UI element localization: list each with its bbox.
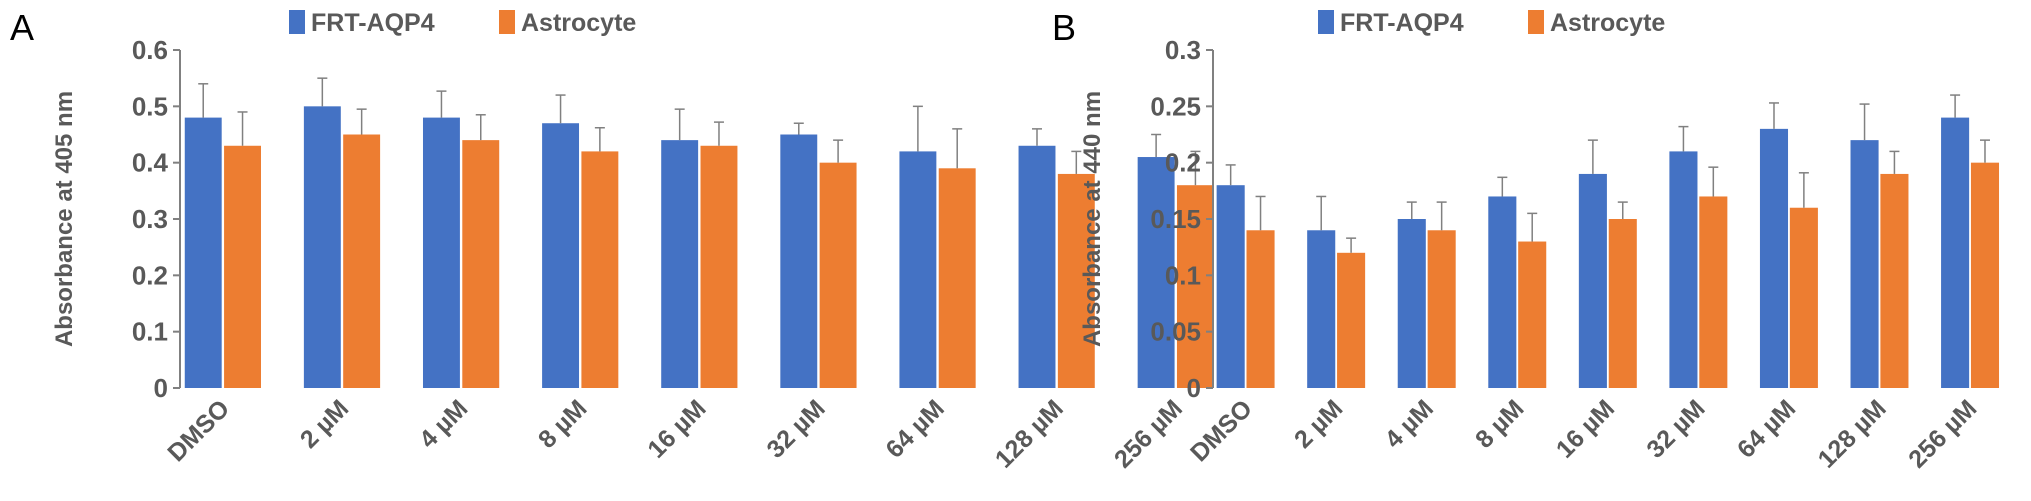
x-tick-label: 64 µM — [881, 394, 950, 463]
y-tick-label: 0.4 — [132, 148, 169, 178]
bar-frt-aqp4 — [1137, 157, 1175, 388]
bar-frt-aqp4 — [1488, 196, 1517, 388]
legend-label: FRT-AQP4 — [311, 9, 435, 37]
bar-astrocyte — [1057, 173, 1095, 388]
bar-astrocyte — [819, 162, 857, 388]
x-tick-label: 32 µM — [1641, 394, 1710, 463]
y-tick-label: 0.2 — [132, 260, 168, 290]
y-axis-label: Absorbance at 440 nm — [1079, 91, 1106, 347]
bar-astrocyte — [1880, 173, 1909, 388]
y-tick-label: 0.1 — [1165, 260, 1201, 290]
bar-astrocyte — [1789, 207, 1818, 388]
bar-astrocyte — [1608, 219, 1637, 388]
y-tick-label: 0.2 — [1165, 148, 1201, 178]
bar-astrocyte — [1427, 230, 1456, 388]
y-tick-label: 0.15 — [1150, 204, 1201, 234]
y-tick-label: 0.3 — [1165, 35, 1201, 65]
legend-swatch-frt-aqp4 — [1318, 10, 1334, 34]
y-tick-label: 0 — [1187, 373, 1201, 403]
legend-label: FRT-AQP4 — [1340, 9, 1464, 37]
bar-frt-aqp4 — [780, 134, 818, 388]
legend-label: Astrocyte — [1550, 9, 1665, 37]
bar-frt-aqp4 — [899, 151, 937, 388]
bar-astrocyte — [1337, 252, 1366, 388]
x-tick-label: 4 µM — [1379, 394, 1438, 453]
y-tick-label: 0 — [154, 373, 168, 403]
bar-frt-aqp4 — [1578, 173, 1607, 388]
x-tick-label: DMSO — [162, 394, 235, 467]
panel-letter: B — [1052, 7, 1076, 48]
bar-frt-aqp4 — [1850, 140, 1879, 388]
bar-astrocyte — [462, 140, 500, 388]
bar-frt-aqp4 — [661, 140, 699, 388]
y-tick-label: 0.5 — [132, 91, 168, 121]
x-tick-label: 8 µM — [1470, 394, 1529, 453]
x-tick-label: 256 µM — [1109, 394, 1188, 473]
legend-swatch-astrocyte — [499, 10, 515, 34]
bar-frt-aqp4 — [1216, 185, 1245, 388]
bar-astrocyte — [1970, 162, 2000, 388]
bar-frt-aqp4 — [422, 117, 460, 388]
chart-panel-a: A FRT-AQP4 Astrocyte 0 0.1 0.2 0.3 0.4 0.5 0.6 Abs… — [10, 7, 1214, 474]
bar-frt-aqp4 — [1669, 151, 1698, 388]
bar-frt-aqp4 — [1307, 230, 1336, 388]
x-tick-label: 128 µM — [1813, 394, 1892, 473]
bar-astrocyte — [700, 145, 738, 388]
bar-frt-aqp4 — [542, 123, 580, 388]
x-tick-label: 2 µM — [1289, 394, 1348, 453]
x-tick-label: 128 µM — [990, 394, 1069, 473]
panel-letter: A — [10, 7, 34, 48]
bar-frt-aqp4 — [1018, 145, 1056, 388]
bar-frt-aqp4 — [184, 117, 222, 388]
bar-frt-aqp4 — [1759, 128, 1789, 388]
bar-astrocyte — [343, 134, 381, 388]
bar-frt-aqp4 — [303, 106, 341, 388]
x-tick-label: 32 µM — [761, 394, 830, 463]
bar-astrocyte — [1699, 196, 1728, 388]
bar-frt-aqp4 — [1941, 117, 1970, 388]
y-axis-label: Absorbance at 405 nm — [51, 91, 78, 347]
x-tick-label: 2 µM — [295, 394, 354, 453]
x-tick-label: 4 µM — [414, 394, 473, 453]
legend-swatch-astrocyte — [1528, 10, 1544, 34]
y-tick-label: 0.05 — [1150, 317, 1201, 347]
y-tick-label: 0.1 — [132, 317, 168, 347]
bar-astrocyte — [1246, 230, 1275, 388]
bar-astrocyte — [581, 151, 619, 388]
bar-frt-aqp4 — [1397, 219, 1426, 388]
y-tick-label: 0.6 — [132, 35, 168, 65]
x-tick-label: 16 µM — [1551, 394, 1620, 463]
x-tick-label: 8 µM — [533, 394, 592, 453]
y-tick-label: 0.3 — [132, 204, 168, 234]
x-tick-label: 64 µM — [1732, 394, 1801, 463]
x-tick-label: DMSO — [1185, 394, 1258, 467]
x-tick-label: 16 µM — [642, 394, 711, 463]
legend-label: Astrocyte — [521, 9, 636, 37]
x-tick-label: 256 µM — [1903, 394, 1982, 473]
bar-astrocyte — [224, 145, 261, 388]
legend-swatch-frt-aqp4 — [289, 10, 305, 34]
bar-astrocyte — [1518, 241, 1547, 388]
bar-astrocyte — [938, 168, 976, 388]
y-tick-label: 0.25 — [1150, 91, 1201, 121]
